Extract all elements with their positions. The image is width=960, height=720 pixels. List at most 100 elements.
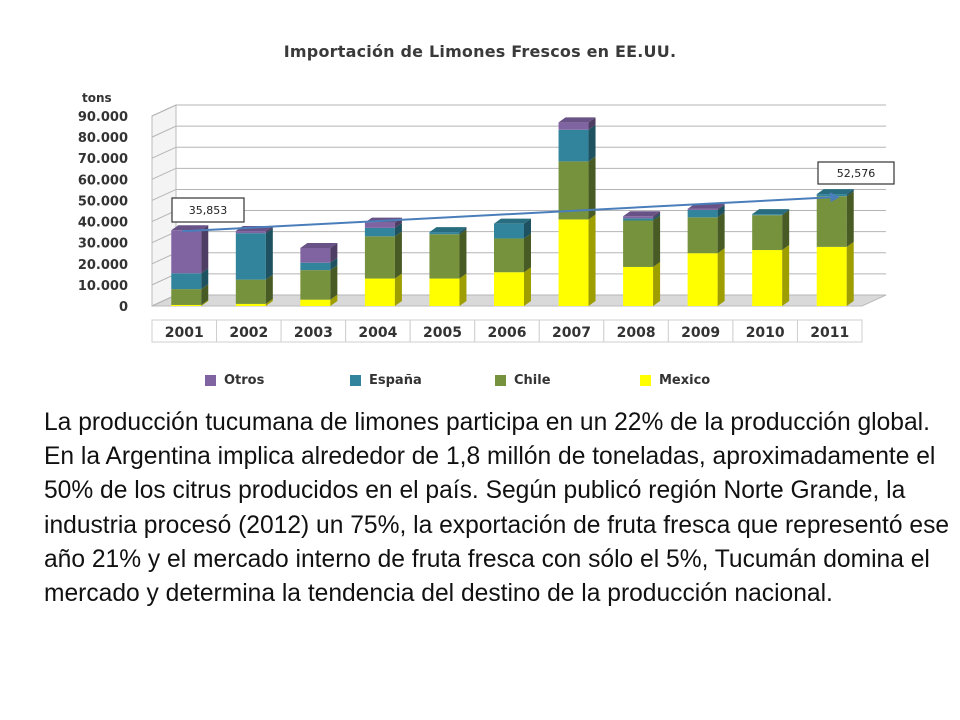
bar-side-chile	[717, 212, 725, 254]
gridline	[151, 146, 886, 159]
y-tick-label: 70.000	[78, 152, 128, 167]
y-tick-label: 40.000	[78, 216, 128, 231]
bar-side-mexico	[653, 261, 661, 306]
bar-segment-españa	[752, 214, 783, 216]
bar-segment-españa	[300, 262, 331, 271]
bar-top-otros	[300, 242, 338, 248]
bar-top-españa	[752, 209, 790, 215]
y-tick-label: 0	[119, 300, 128, 315]
bar-side-españa	[201, 268, 209, 290]
bar-side-mexico	[265, 298, 273, 306]
chart-title: Importación de Limones Frescos en EE.UU.	[283, 42, 677, 61]
bar-side-chile	[524, 233, 531, 273]
legend: Otros España Chile Mexico	[205, 373, 785, 388]
y-tick-label: 60.000	[78, 173, 128, 188]
bar-top-españa	[494, 218, 531, 224]
trend-line	[182, 196, 834, 233]
bar-segment-otros	[558, 122, 589, 130]
x-tick-label: 2009	[681, 325, 720, 341]
bar-side-mexico	[524, 267, 531, 306]
annotation-label: 52,576	[837, 167, 876, 180]
bar-segment-mexico	[687, 253, 718, 306]
bar-segment-españa	[687, 209, 718, 218]
bar-side-otros	[330, 242, 338, 263]
bar-segment-chile	[494, 238, 524, 273]
bar-side-españa	[330, 257, 338, 271]
bar-segment-otros	[171, 230, 202, 274]
bar-side-chile	[846, 191, 854, 247]
bar-side-mexico	[394, 273, 402, 306]
bar-segment-chile	[687, 217, 718, 254]
bar-side-españa	[717, 204, 725, 218]
bar-segment-chile	[429, 234, 460, 279]
annotation-box	[171, 197, 245, 223]
legend-item-otros: Otros	[205, 373, 350, 388]
bar-segment-mexico	[558, 219, 589, 306]
y-tick-label: 10.000	[78, 279, 128, 294]
gridline	[151, 125, 886, 138]
x-tick-label: 2007	[552, 325, 591, 341]
y-tick-label: 80.000	[78, 131, 128, 146]
bar-side-chile	[201, 284, 209, 305]
bar-segment-españa	[235, 233, 266, 280]
bar-segment-chile	[300, 270, 331, 300]
bar-side-españa	[524, 218, 531, 239]
bar-top-españa	[816, 189, 854, 195]
bar-side-chile	[394, 231, 402, 279]
bar-side-chile	[653, 215, 661, 267]
bar-segment-mexico	[364, 278, 395, 306]
bar-side-mexico	[782, 245, 790, 306]
bar-segment-españa	[171, 273, 202, 290]
bar-side-españa	[459, 227, 467, 235]
bar-segment-chile	[171, 289, 202, 305]
bar-segment-mexico	[816, 246, 847, 306]
x-tick-label: 2001	[165, 325, 204, 341]
bar-side-chile	[459, 229, 467, 279]
bar-side-mexico	[201, 299, 209, 306]
bar-segment-españa	[429, 232, 460, 235]
bar-side-otros	[653, 211, 661, 219]
legend-item-mexico: Mexico	[640, 373, 785, 388]
bar-top-otros	[171, 225, 209, 231]
bar-segment-españa	[494, 223, 524, 239]
bar-segment-chile	[623, 220, 654, 267]
stacked-bar-chart: 0 10.000 20.000 30.000 40.000 50.000 60.000 70.…	[78, 91, 895, 343]
x-tick-label: 2004	[358, 325, 397, 341]
bar-segment-chile	[752, 215, 783, 251]
x-tick-label: 2005	[423, 325, 462, 341]
bar-segment-chile	[364, 236, 395, 279]
bar-segment-otros	[300, 247, 331, 263]
bar-side-españa	[394, 222, 402, 237]
bar-segment-mexico	[623, 266, 654, 306]
bar-segment-mexico	[494, 272, 524, 306]
bar-top-españa	[429, 227, 467, 233]
bar-side-otros	[265, 226, 273, 234]
y-tick-label: 20.000	[78, 258, 128, 273]
x-tick-label: 2006	[488, 325, 527, 341]
x-tick-box	[796, 319, 863, 343]
bar-side-chile	[588, 156, 596, 220]
x-tick-label: 2010	[746, 325, 785, 341]
bar-top-otros	[623, 211, 661, 217]
bar-side-españa	[265, 228, 273, 280]
bar-segment-otros	[364, 222, 395, 228]
legend-swatch	[495, 375, 506, 386]
bar-side-mexico	[717, 248, 725, 306]
bar-segment-otros	[623, 216, 654, 219]
bar-segment-mexico	[429, 278, 460, 306]
annotation-box	[817, 161, 895, 185]
bar-side-chile	[265, 274, 273, 304]
bar-side-otros	[201, 225, 209, 274]
bar-side-mexico	[846, 241, 854, 306]
body-paragraph: La producción tucumana de limones partic…	[44, 409, 950, 608]
x-tick-label: 2003	[294, 325, 333, 341]
bar-segment-mexico	[235, 303, 266, 306]
bar-side-españa	[782, 209, 790, 216]
bar-side-españa	[653, 213, 661, 221]
bar-side-españa	[588, 124, 596, 162]
legend-item-chile: Chile	[495, 373, 640, 388]
bar-side-mexico	[459, 273, 467, 306]
legend-item-españa: España	[350, 373, 495, 388]
bar-segment-mexico	[171, 304, 202, 306]
bar-side-chile	[330, 265, 338, 300]
